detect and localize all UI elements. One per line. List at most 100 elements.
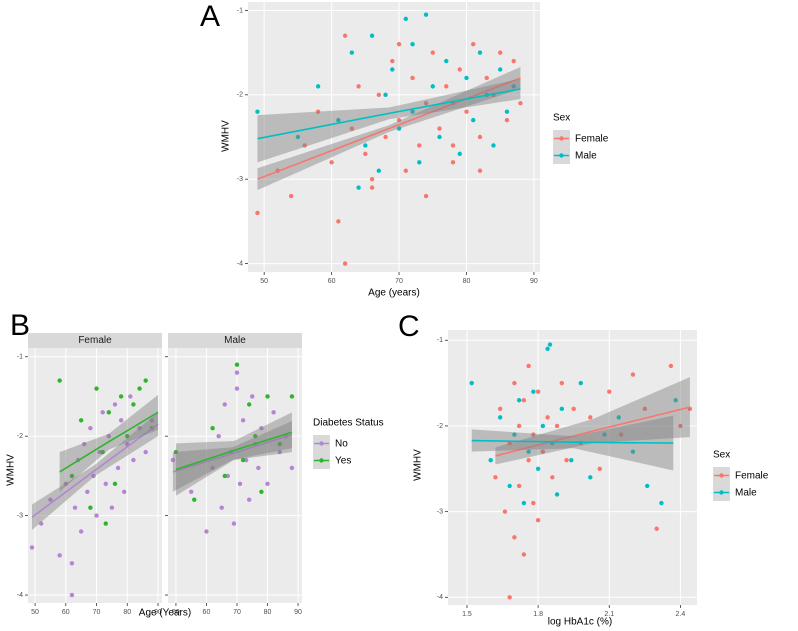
point [531, 500, 536, 506]
point [121, 489, 127, 494]
point [234, 386, 240, 391]
point [521, 398, 527, 403]
point [531, 432, 536, 437]
point [97, 449, 102, 455]
point [253, 433, 258, 439]
x-tick-label: 70 [395, 278, 403, 285]
point [349, 126, 355, 131]
point [237, 481, 243, 487]
point [109, 505, 115, 510]
panel-label: B [10, 309, 30, 342]
confidence-band [471, 415, 674, 471]
point [471, 41, 476, 47]
point [315, 84, 321, 89]
point [423, 101, 429, 106]
legend-dot [319, 458, 324, 463]
point [131, 402, 136, 407]
x-tick-label: 60 [62, 609, 70, 616]
x-axis-label: Age (years) [368, 288, 420, 299]
point [383, 92, 388, 98]
point [118, 394, 124, 399]
facet-title: Male [224, 335, 246, 346]
point [57, 378, 62, 383]
x-tick-label: 80 [123, 609, 131, 616]
point [246, 497, 252, 502]
point [469, 380, 474, 386]
point [464, 109, 469, 114]
point [678, 423, 683, 429]
point [69, 592, 75, 598]
point [356, 84, 361, 89]
point [222, 473, 227, 479]
x-tick-label: 1.8 [533, 611, 543, 618]
point [219, 505, 224, 510]
plot-background [168, 348, 302, 603]
point [484, 75, 489, 81]
point [100, 410, 105, 415]
point [444, 84, 449, 89]
point [516, 483, 522, 489]
x-tick-label: 80 [463, 278, 471, 285]
point [518, 101, 523, 106]
point [540, 423, 546, 429]
legend-label: Male [575, 151, 597, 162]
point [547, 342, 553, 347]
point [569, 458, 574, 463]
y-tick-label: -1 [237, 7, 243, 14]
fit-line [172, 433, 293, 473]
point [630, 372, 636, 377]
point [383, 134, 388, 140]
point [271, 410, 276, 415]
legend-title: Diabetes Status [313, 418, 384, 429]
point [511, 58, 516, 64]
point [554, 492, 560, 497]
y-tick-label: -3 [237, 176, 243, 183]
point [417, 143, 422, 148]
point [507, 595, 512, 600]
point [137, 426, 142, 431]
point [69, 561, 75, 566]
point [493, 475, 498, 480]
point [607, 389, 612, 394]
point [512, 535, 517, 540]
legend-label: No [335, 439, 348, 450]
point [516, 423, 522, 429]
point [72, 505, 78, 510]
point [246, 402, 252, 407]
legend-label: Female [735, 471, 769, 482]
point [488, 458, 493, 463]
confidence-band [172, 421, 292, 492]
plot-background [448, 330, 697, 605]
point [516, 398, 522, 403]
point [535, 517, 541, 523]
x-tick-label: 80 [264, 609, 272, 616]
point [78, 529, 84, 534]
point [457, 151, 462, 157]
point [234, 362, 240, 367]
point [288, 193, 294, 199]
point [234, 370, 240, 375]
point [112, 402, 118, 407]
y-axis-label: WMHV [6, 454, 17, 486]
point [491, 143, 496, 148]
point [85, 489, 90, 494]
point [259, 426, 264, 431]
point [88, 505, 93, 510]
point [188, 489, 194, 494]
point [204, 529, 209, 534]
x-tick-label: 90 [154, 609, 162, 616]
point [336, 219, 341, 224]
point [363, 143, 368, 148]
facet-strip [28, 333, 162, 348]
legend-label: Female [575, 134, 609, 145]
point [240, 418, 246, 423]
point [477, 134, 483, 140]
point [137, 386, 142, 391]
point [498, 67, 503, 72]
point [457, 67, 462, 72]
point [396, 126, 402, 131]
point [535, 466, 541, 471]
point [531, 389, 536, 394]
fit-line [257, 77, 521, 180]
legend-dot [559, 153, 564, 158]
